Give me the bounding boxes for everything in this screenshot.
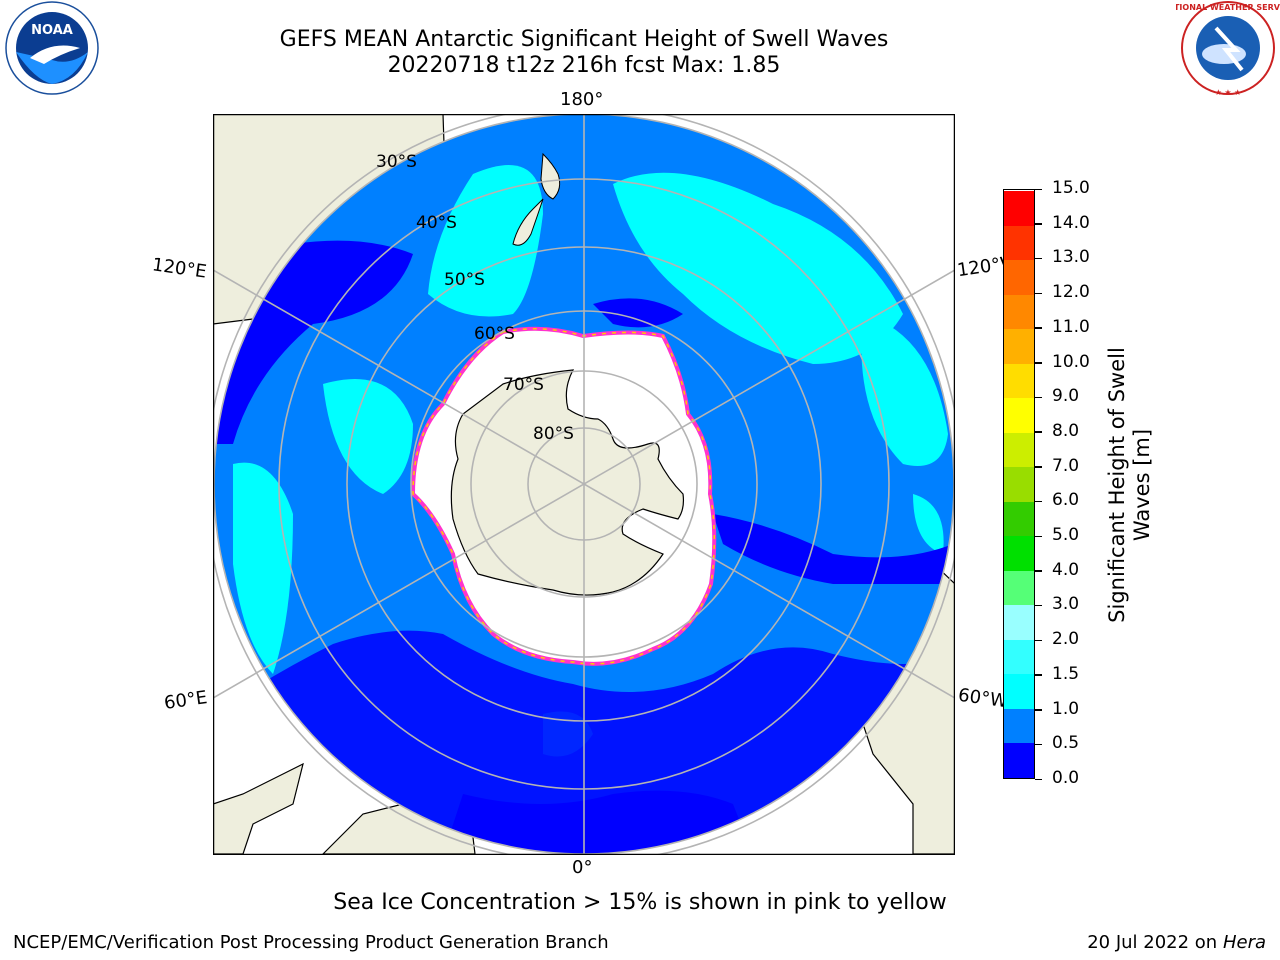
- swell-patch: [613, 172, 903, 364]
- colorbar-tick-label: 15.0: [1052, 178, 1090, 198]
- colorbar-tick-label: 9.0: [1052, 386, 1080, 407]
- colorbar-tick-label: 10.0: [1052, 351, 1090, 372]
- madagascar-land: [213, 762, 304, 855]
- colorbar-segment: [1004, 466, 1034, 502]
- lat-label-80s: 80°S: [533, 424, 574, 444]
- chart-subtitle: 20220718 t12z 216h fcst Max: 1.85: [387, 53, 781, 78]
- map-frame: [213, 114, 955, 855]
- colorbar-label: Significant Height of Swell Waves [m]: [1105, 347, 1154, 623]
- lon-label-0: 0°: [572, 857, 593, 878]
- colorbar-tick-label: 1.0: [1052, 698, 1080, 719]
- lat-label-50s: 50°S: [444, 270, 485, 290]
- colorbar-tick-mark: [1035, 709, 1042, 711]
- colorbar-segment: [1004, 190, 1034, 226]
- colorbar-tick-mark: [1035, 743, 1042, 746]
- colorbar-tick-label: 11.0: [1052, 316, 1090, 337]
- noaa-logo: NOAA: [5, 1, 99, 95]
- lon-label-60w: 60°W: [956, 684, 1009, 713]
- colorbar-segment: [1004, 535, 1034, 571]
- svg-text:★ ★ ★: ★ ★ ★: [1215, 88, 1242, 97]
- colorbar-segment: [1004, 294, 1034, 330]
- colorbar-tick-label: 7.0: [1052, 455, 1080, 476]
- colorbar-tick-label: 13.0: [1052, 247, 1090, 268]
- swell-patch: [913, 494, 944, 554]
- sea-ice-edge: [412, 328, 715, 665]
- colorbar-tick-mark: [1035, 674, 1042, 676]
- swell-patch: [323, 379, 413, 494]
- colorbar-tick-mark: [1035, 223, 1042, 225]
- colorbar-segment: [1004, 328, 1034, 364]
- colorbar-tick-label: 5.0: [1052, 525, 1080, 546]
- colorbar-tick-mark: [1035, 639, 1042, 642]
- low-swell-patch: [443, 790, 753, 854]
- swell-patch: [233, 462, 293, 674]
- colorbar-tick-label: 4.0: [1052, 559, 1080, 580]
- lon-label-60e: 60°E: [162, 687, 209, 714]
- colorbar-tick-mark: [1035, 396, 1042, 399]
- antarctica-land: [450, 369, 685, 596]
- colorbar-tick-label: 8.0: [1052, 420, 1080, 441]
- lon-label-120e: 120°E: [150, 254, 208, 283]
- polar-map: [213, 114, 955, 855]
- colorbar-tick-mark: [1035, 188, 1042, 190]
- colorbar-segment: [1004, 363, 1034, 399]
- colorbar-tick-mark: [1035, 500, 1042, 503]
- low-swell-patch: [713, 514, 954, 584]
- colorbar: [1003, 189, 1035, 779]
- colorbar-tick-mark: [1035, 466, 1042, 468]
- lat-label-70s: 70°S: [503, 375, 544, 395]
- colorbar-tick-mark: [1035, 362, 1042, 364]
- lat-label-30s: 30°S: [376, 152, 417, 172]
- colorbar-segment: [1004, 501, 1034, 537]
- lon-label-180: 180°: [560, 89, 604, 110]
- chart-title: GEFS MEAN Antarctic Significant Height o…: [279, 27, 889, 52]
- colorbar-tick-mark: [1035, 570, 1042, 572]
- colorbar-tick-mark: [1035, 292, 1042, 295]
- colorbar-tick-mark: [1035, 604, 1042, 607]
- colorbar-tick-label: 2.0: [1052, 629, 1080, 650]
- colorbar-tick-label: 3.0: [1052, 594, 1080, 615]
- colorbar-segment: [1004, 708, 1034, 744]
- colorbar-tick-mark: [1035, 535, 1042, 538]
- new-zealand-land: [512, 198, 544, 246]
- svg-text:NATIONAL WEATHER SERVICE: NATIONAL WEATHER SERVICE: [1176, 3, 1280, 12]
- colorbar-segment: [1004, 397, 1034, 433]
- colorbar-tick-label: 6.0: [1052, 490, 1080, 511]
- swell-patch: [861, 314, 948, 466]
- low-swell-patch: [593, 298, 683, 328]
- credit-line: NCEP/EMC/Verification Post Processing Pr…: [13, 932, 609, 953]
- colorbar-tick-label: 0.0: [1052, 768, 1080, 788]
- colorbar-tick-mark: [1035, 431, 1042, 433]
- colorbar-tick-label: 12.0: [1052, 282, 1090, 303]
- lat-label-40s: 40°S: [416, 213, 457, 233]
- date-stamp: 20 Jul 2022 on Hera: [1087, 932, 1266, 953]
- colorbar-tick-mark: [1035, 327, 1042, 329]
- colorbar-segment: [1004, 742, 1034, 778]
- colorbar-segment: [1004, 639, 1034, 675]
- colorbar-segment: [1004, 570, 1034, 606]
- colorbar-segment: [1004, 225, 1034, 261]
- sea-ice-footnote: Sea Ice Concentration > 15% is shown in …: [333, 890, 947, 915]
- colorbar-segment: [1004, 604, 1034, 640]
- graticule: [213, 114, 955, 855]
- colorbar-tick-mark: [1035, 257, 1042, 260]
- swell-patch: [428, 165, 543, 317]
- colorbar-segment: [1004, 673, 1034, 709]
- colorbar-tick-label: 14.0: [1052, 212, 1090, 233]
- lat-label-60s: 60°S: [474, 324, 515, 344]
- colorbar-tick-mark: [1035, 778, 1042, 780]
- new-zealand-land: [540, 152, 561, 200]
- colorbar-segment: [1004, 432, 1034, 468]
- colorbar-tick-label: 0.5: [1052, 733, 1080, 754]
- colorbar-tick-label: 1.5: [1052, 663, 1080, 684]
- svg-text:NOAA: NOAA: [31, 23, 73, 38]
- nws-logo: NATIONAL WEATHER SERVICE ★ ★ ★: [1176, 1, 1280, 97]
- colorbar-segment: [1004, 259, 1034, 295]
